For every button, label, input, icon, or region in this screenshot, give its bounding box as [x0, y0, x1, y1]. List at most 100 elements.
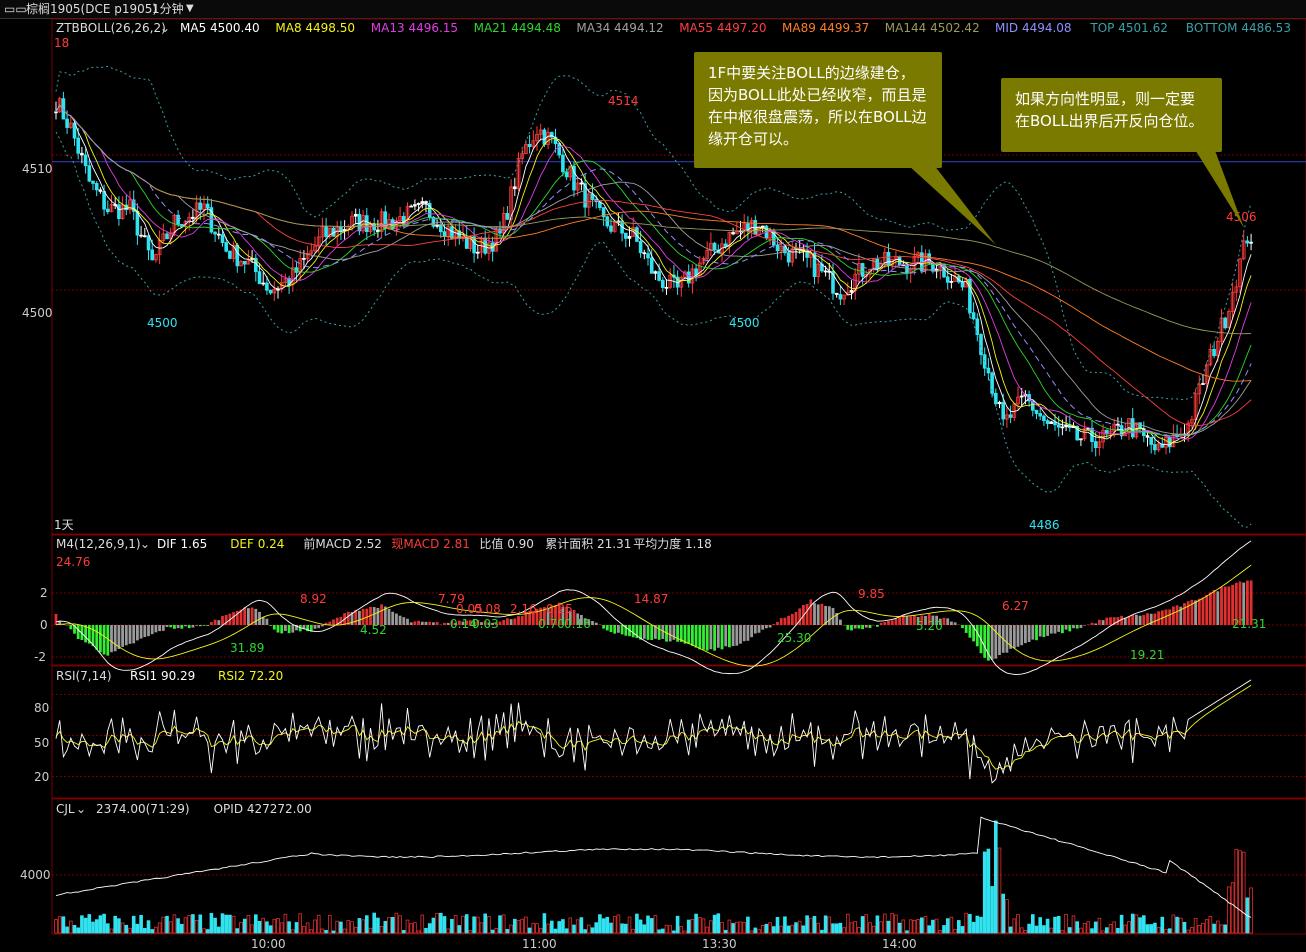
macd-bar	[698, 625, 702, 650]
macd-bar	[724, 625, 728, 647]
macd-bar	[198, 625, 202, 627]
volume-bar	[642, 924, 647, 934]
volume-bar	[661, 928, 665, 934]
volume-bar	[1071, 915, 1076, 934]
macd-indicator-name[interactable]: M4(12,26,9,1)	[56, 537, 141, 551]
volume-bar	[705, 926, 709, 934]
volume-bar	[979, 916, 983, 934]
macd-legend-item-0: DIF 1.65	[157, 537, 207, 551]
volume-bar	[135, 923, 140, 934]
period-selector[interactable]: 1分钟	[152, 2, 184, 16]
volume-bar	[1056, 915, 1061, 934]
macd-bar	[1238, 581, 1242, 625]
macd-bar	[113, 625, 117, 652]
candle-body	[409, 205, 413, 208]
candle-body	[1097, 441, 1102, 448]
candle-body	[679, 277, 684, 288]
macd-bar	[121, 625, 124, 647]
candle-body	[546, 131, 550, 145]
volume-bar	[742, 922, 746, 934]
macd-bar	[620, 625, 624, 635]
candle-body	[320, 226, 325, 238]
macd-bar	[317, 625, 321, 629]
macd-bar	[250, 607, 254, 625]
candle-body	[142, 235, 147, 238]
chevron-down-icon[interactable]: ▼	[186, 3, 194, 14]
chevron-down-icon[interactable]: ⌄	[140, 537, 150, 551]
macd-bar	[1205, 595, 1209, 625]
macd-bar	[898, 616, 901, 625]
volume-bar	[1005, 899, 1009, 934]
macd-bar	[894, 618, 898, 625]
macd-bar	[591, 620, 594, 625]
macd-bar	[983, 625, 987, 658]
candle-body	[57, 98, 62, 113]
macd-bar	[1016, 625, 1020, 647]
candle-body	[87, 165, 92, 182]
macd-bar	[916, 616, 920, 625]
macd-bar	[1234, 582, 1238, 625]
candle-body	[661, 280, 665, 288]
main-legend-item-4: MA34 4494.12	[576, 21, 663, 35]
candle-body	[1234, 286, 1239, 293]
candle-body	[1042, 415, 1046, 422]
chevron-down-icon[interactable]: ⌄	[160, 21, 170, 35]
candle-body	[353, 213, 358, 217]
volume-bar	[723, 929, 728, 934]
volume-bar	[805, 915, 809, 934]
volume-bar	[720, 921, 724, 934]
candle-body	[1005, 414, 1009, 420]
macd-bar	[187, 625, 191, 629]
volume-bar	[438, 912, 443, 934]
corner-value: 18	[54, 36, 69, 50]
volume-bar	[587, 924, 591, 934]
macd-bar	[213, 619, 217, 625]
volume-bar	[1093, 921, 1098, 934]
volume-bar	[538, 927, 543, 934]
volume-bar	[1223, 924, 1228, 934]
candle-body	[786, 252, 791, 263]
volume-bar	[1216, 920, 1220, 934]
candle-body	[220, 234, 225, 243]
rsi-indicator-name[interactable]: RSI(7,14)	[56, 669, 112, 683]
volume-bar	[390, 917, 395, 934]
candle-body	[994, 392, 998, 405]
volume-bar	[631, 928, 635, 934]
candle-body	[657, 271, 661, 281]
ma13-line	[55, 104, 1252, 440]
candle-body	[790, 248, 795, 263]
macd-bar	[528, 611, 531, 625]
vol-indicator-name[interactable]: CJL	[56, 802, 75, 816]
macd-bar	[531, 611, 535, 625]
macd-bar	[679, 625, 683, 642]
macd-bar	[968, 625, 972, 638]
macd-annotation: 31.89	[230, 641, 264, 655]
macd-bar	[1179, 606, 1183, 625]
macd-bar	[232, 612, 235, 625]
volume-bar	[357, 918, 362, 934]
macd-bar	[387, 608, 391, 625]
macd-bar	[1186, 601, 1190, 625]
volume-bar	[849, 922, 854, 934]
corner-period: 1天	[54, 518, 74, 532]
volume-bar	[279, 922, 284, 934]
chevron-down-icon[interactable]: ⌄	[76, 802, 86, 816]
macd-bar	[424, 621, 428, 625]
macd-bar	[54, 613, 58, 625]
macd-bar	[309, 625, 313, 632]
macd-bar	[635, 625, 639, 639]
macd-bar	[742, 625, 746, 642]
volume-bar	[908, 919, 913, 934]
candle-body	[1197, 383, 1202, 395]
macd-bar	[1212, 590, 1216, 625]
macd-annotation: 5.20	[916, 619, 943, 633]
volume-bar	[620, 923, 624, 934]
main-indicator-name[interactable]: ZTBBOLL(26,26,2)	[56, 21, 166, 35]
candle-body	[361, 215, 365, 232]
candle-body	[379, 211, 384, 233]
volume-bar	[209, 912, 214, 934]
volume-bar	[627, 916, 632, 934]
x-tick-1000: 10:00	[251, 937, 286, 951]
candle-body	[1212, 348, 1216, 357]
